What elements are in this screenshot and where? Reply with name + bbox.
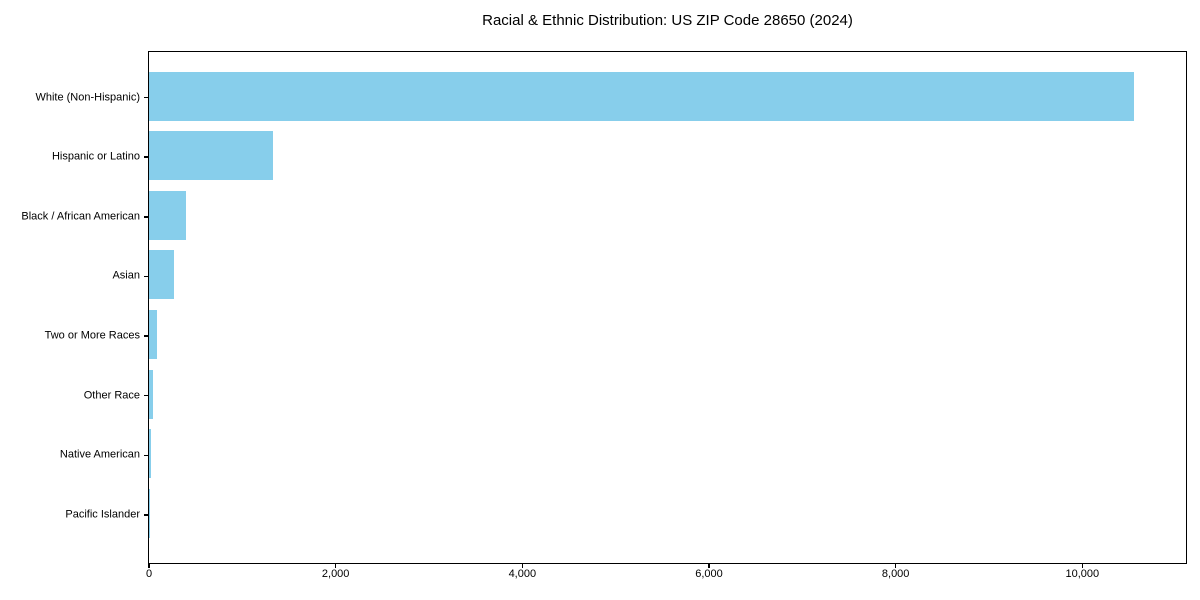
y-tick-mark xyxy=(144,514,149,516)
y-tick-label-native-american: Native American xyxy=(59,448,140,461)
x-tick-mark xyxy=(334,563,337,568)
bar-pacific-islander xyxy=(149,489,150,539)
x-tick-label-2-000: 2,000 xyxy=(321,568,350,580)
y-tick-label-asian: Asian xyxy=(112,269,140,282)
x-tick-mark xyxy=(521,563,524,568)
x-tick-mark xyxy=(148,563,150,568)
x-tick-label-10-000: 10,000 xyxy=(1065,568,1100,580)
y-tick-mark xyxy=(144,454,149,457)
y-tick-label-two-or-more-races: Two or More Races xyxy=(44,329,140,342)
bar-native-american xyxy=(149,429,152,479)
y-tick-mark xyxy=(144,216,149,218)
y-tick-label-white-non-hispanic: White (Non-Hispanic) xyxy=(35,91,140,103)
y-tick-label-pacific-islander: Pacific Islander xyxy=(65,508,140,521)
x-tick-label-6-000: 6,000 xyxy=(695,568,723,580)
x-tick-mark xyxy=(1081,563,1084,568)
y-tick-mark xyxy=(144,156,149,158)
x-tick-mark xyxy=(708,563,710,568)
y-tick-label-hispanic-or-latino: Hispanic or Latino xyxy=(51,150,140,163)
plot-area xyxy=(148,51,1187,564)
x-tick-label-0: 0 xyxy=(145,568,153,580)
bar-white-non-hispanic xyxy=(149,71,1134,121)
y-tick-mark xyxy=(144,96,149,99)
x-tick-label-4-000: 4,000 xyxy=(508,568,537,580)
bar-hispanic-or-latino xyxy=(149,131,274,181)
x-tick-label-8-000: 8,000 xyxy=(881,568,910,580)
x-tick-mark xyxy=(894,563,897,568)
bar-black-african-american xyxy=(149,190,186,240)
y-tick-mark xyxy=(144,335,149,337)
chart-title: Racial & Ethnic Distribution: US ZIP Cod… xyxy=(482,12,853,29)
bar-other-race xyxy=(149,369,153,419)
y-tick-mark xyxy=(144,395,149,397)
bar-asian xyxy=(149,250,175,300)
y-tick-label-black-african-american: Black / African American xyxy=(21,210,140,223)
y-tick-label-other-race: Other Race xyxy=(83,389,140,402)
bar-two-or-more-races xyxy=(149,310,157,360)
y-tick-mark xyxy=(144,275,149,278)
